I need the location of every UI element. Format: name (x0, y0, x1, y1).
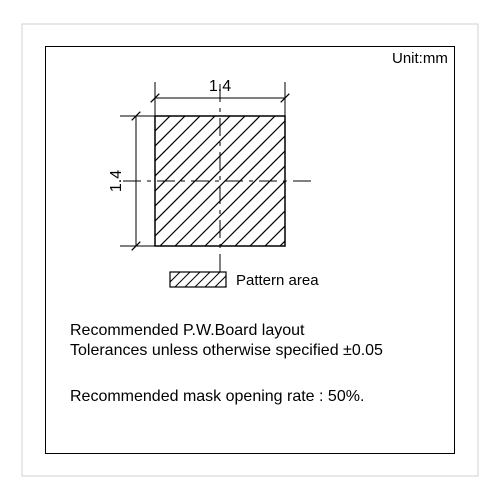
canvas: Unit:mm 1.4 1.4 Pattern area Recommended… (0, 0, 500, 500)
dimension-height-label: 1.4 (108, 161, 128, 201)
technical-drawing (0, 0, 500, 500)
note-tolerance: Tolerances unless otherwise specified ±0… (70, 342, 383, 360)
note-mask-rate: Recommended mask opening rate : 50%. (70, 388, 364, 406)
dimension-width-label: 1.4 (200, 78, 240, 96)
note-board-layout: Recommended P.W.Board layout (70, 322, 305, 340)
legend-label: Pattern area (236, 272, 319, 289)
